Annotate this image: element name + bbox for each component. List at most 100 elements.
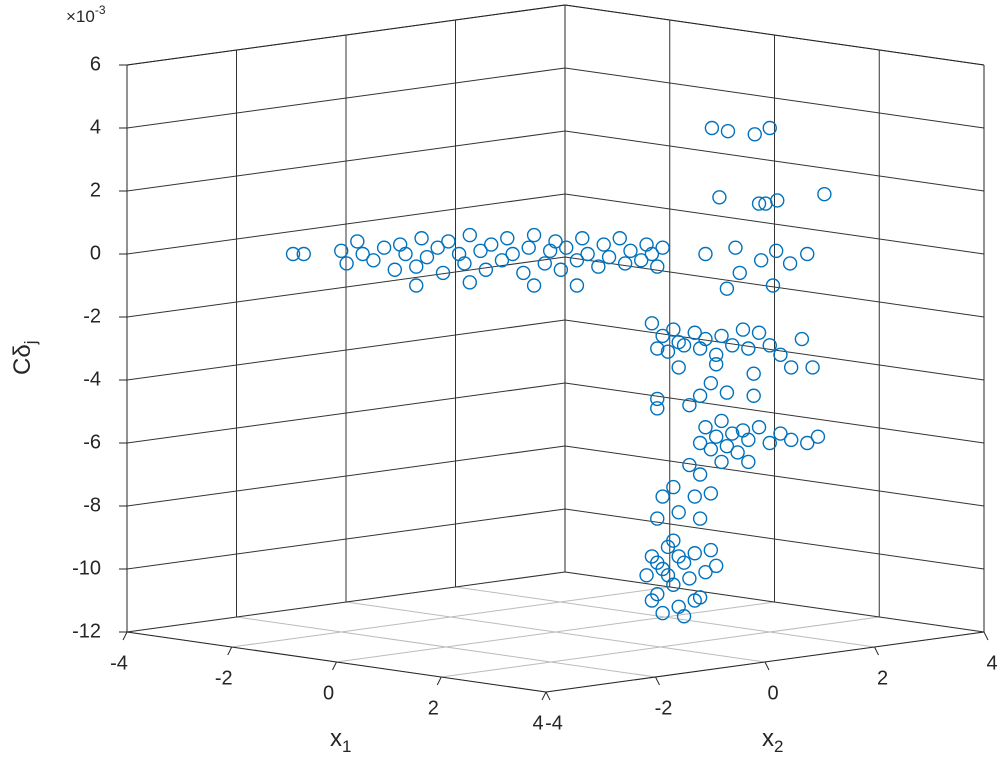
point [762,120,777,136]
point [430,240,445,255]
point [704,120,720,136]
point [666,322,681,337]
point [398,246,413,262]
y-tick [545,691,551,701]
point [650,555,665,570]
wall-grid-line [564,571,985,633]
z-tick-label: -6 [83,431,101,453]
point [650,511,665,526]
point [810,429,826,444]
point [692,388,708,403]
x-tick-label: 4 [532,712,543,734]
y-tick [655,676,660,686]
x-label-sub: 1 [342,737,351,756]
x-tick-label: 0 [323,682,334,704]
point [703,442,719,457]
point [526,227,542,243]
wall-grid-line [564,508,985,570]
wall-grid-line [126,445,566,507]
x-tick-label: -4 [110,652,128,674]
point [478,262,494,277]
point [751,196,767,211]
z-scale-base: ×10 [66,7,95,26]
y-tick-label: 4 [986,652,997,674]
y-tick-label: 0 [767,682,778,704]
point [655,489,670,504]
point [676,338,692,353]
point [596,237,611,252]
point [644,316,660,331]
point [355,246,370,262]
point [666,479,681,495]
point [650,401,665,416]
z-axis-label: Cδj [9,341,40,375]
x-tick-label: 2 [428,697,439,719]
point [655,328,670,344]
point [580,246,595,262]
point [559,240,574,255]
point [698,246,713,262]
point [457,256,472,271]
point [746,388,761,403]
point [542,243,558,259]
point [692,511,708,526]
z-label-main: Cδ [9,344,36,375]
z-tick-label: -12 [72,620,101,642]
point [494,253,510,268]
point [521,240,536,255]
wall-grid-line [564,130,985,192]
point [671,505,686,520]
floor-grid-line [236,616,656,678]
x-tick [122,631,128,641]
point [817,186,832,202]
wall-grid-line [564,382,985,444]
point [671,360,686,375]
point [591,259,606,274]
point [682,571,697,586]
wall-grid-line [564,445,985,507]
point [505,246,520,262]
z-tick-label: -8 [83,494,101,516]
point [655,605,670,621]
x-tick [541,691,547,701]
x-axis-label: x1 [330,725,351,756]
point [762,338,777,353]
point [650,391,665,407]
point [751,420,767,435]
point [676,609,692,624]
point [601,249,617,265]
point [770,193,785,208]
point [765,278,781,293]
x-tick [436,676,442,686]
point [296,246,311,262]
point [692,435,708,451]
y-label-main: x [762,725,774,752]
z-tick-label: 2 [90,179,101,201]
point [671,549,686,564]
z-scale-label: ×10-3 [66,3,106,26]
point [666,577,681,592]
y-tick-label: 2 [877,667,888,689]
x-tick [332,661,337,671]
point [692,467,708,482]
point [569,278,585,293]
point [553,262,569,277]
point [462,275,477,290]
point [708,357,724,372]
wall-grid-line [126,382,566,444]
point [387,262,403,277]
point [682,398,697,413]
point [473,243,488,259]
wall-grid-line [126,130,566,192]
point [794,331,810,347]
point [687,325,702,340]
point [783,360,799,375]
point [419,249,435,265]
point [350,234,365,249]
x-tick [227,646,233,656]
y-tick [874,646,879,656]
point [741,341,756,356]
wall-grid-line [126,67,566,129]
point [708,347,724,362]
